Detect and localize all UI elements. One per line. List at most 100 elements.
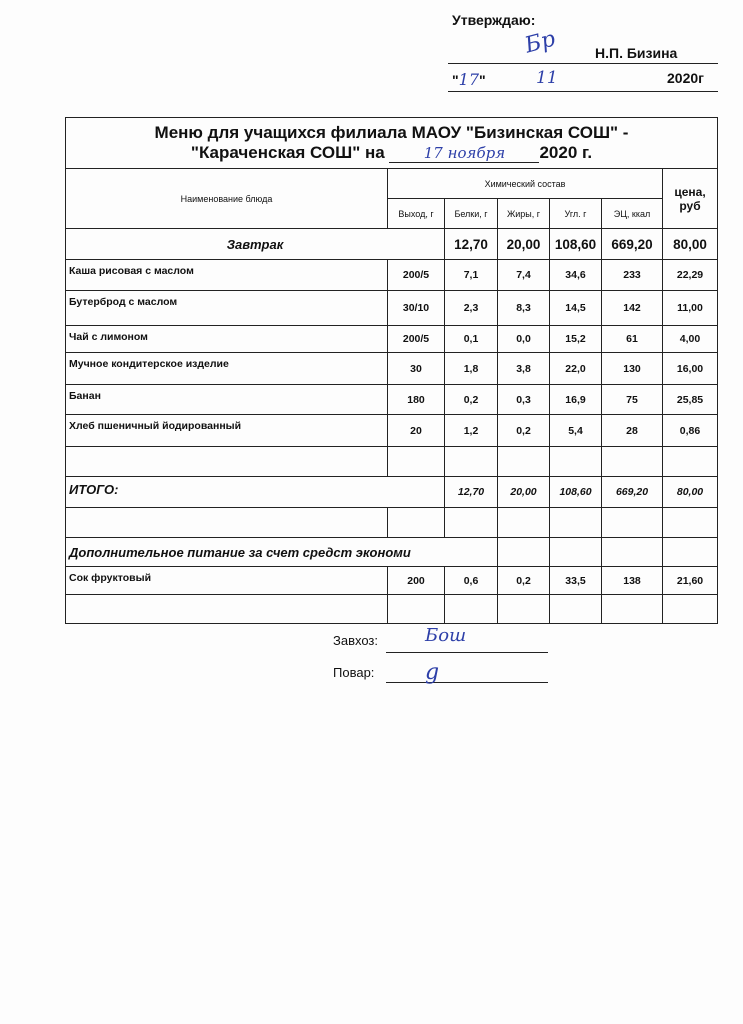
header-yield: Выход, г	[387, 198, 445, 229]
header-price: цена, руб	[661, 168, 719, 229]
cell-energy: 142	[601, 290, 663, 326]
cell: 669,20	[601, 228, 663, 260]
supply-label: Завхоз:	[333, 633, 378, 648]
cell-price: 22,29	[661, 259, 719, 291]
cook-signature: g	[425, 660, 440, 685]
cell-energy: 75	[601, 384, 663, 415]
cell-fat: 0,0	[497, 325, 550, 353]
title-line1: Меню для учащихся филиала МАОУ "Бизинска…	[154, 123, 629, 142]
breakfast-row: Завтрак 12,70 20,00 108,60 669,20 80,00	[65, 228, 719, 260]
cell-protein: 0,1	[444, 325, 498, 353]
cell-fat: 0,2	[497, 414, 550, 447]
cell-price: 0,86	[661, 414, 719, 447]
menu-table: Меню для учащихся филиала МАОУ "Бизинска…	[64, 117, 719, 624]
cell-protein: 2,3	[444, 290, 498, 326]
header-chem: Химический состав	[387, 168, 663, 199]
cell-carbs: 15,2	[549, 325, 602, 353]
cell-protein: 0,6	[444, 566, 498, 595]
cell-yield: 20	[387, 414, 445, 447]
dish-name: Мучное кондитерское изделие	[65, 352, 388, 385]
approval-day: "17"	[452, 70, 486, 89]
dish-name: Чай с лимоном	[65, 325, 388, 353]
month-handwritten: 11	[536, 68, 558, 88]
cell: 20,00	[497, 228, 550, 260]
table-row: Чай с лимоном 200/5 0,1 0,0 15,2 61 4,00	[65, 325, 719, 353]
breakfast-label: Завтрак	[65, 228, 445, 260]
cell-price: 21,60	[661, 566, 719, 595]
cell: 108,60	[549, 476, 602, 508]
table-row: Банан 180 0,2 0,3 16,9 75 25,85	[65, 384, 719, 415]
table-row: Бутерброд с маслом 30/10 2,3 8,3 14,5 142 11,0…	[65, 290, 719, 326]
table-row: Сок фруктовый 200 0,6 0,2 33,5 138 21,60	[65, 566, 719, 595]
table-row: Каша рисовая с маслом 200/5 7,1 7,4 34,6 233 2…	[65, 259, 719, 291]
cell-yield: 200/5	[387, 259, 445, 291]
header-energy: ЭЦ, ккал	[601, 198, 663, 229]
header-protein: Белки, г	[444, 198, 498, 229]
total-row: ИТОГО: 12,70 20,00 108,60 669,20 80,00	[65, 476, 719, 508]
cell-price: 25,85	[661, 384, 719, 415]
cell-yield: 30	[387, 352, 445, 385]
menu-title: Меню для учащихся филиала МАОУ "Бизинска…	[64, 117, 719, 169]
cell-energy: 138	[601, 566, 663, 595]
supply-signature: Бош	[425, 625, 467, 646]
cell-fat: 0,3	[497, 384, 550, 415]
cell: 12,70	[444, 476, 498, 508]
cell-protein: 7,1	[444, 259, 498, 291]
cell-yield: 180	[387, 384, 445, 415]
table-row: Мучное кондитерское изделие 30 1,8 3,8 22,0 1…	[65, 352, 719, 385]
cell-price: 4,00	[661, 325, 719, 353]
cell-protein: 1,8	[444, 352, 498, 385]
dish-name: Бутерброд с маслом	[65, 290, 388, 326]
cell-carbs: 33,5	[549, 566, 602, 595]
cell: 108,60	[549, 228, 602, 260]
cell-fat: 3,8	[497, 352, 550, 385]
cell-yield: 30/10	[387, 290, 445, 326]
cell-price: 16,00	[661, 352, 719, 385]
quote: "	[479, 72, 486, 88]
approval-year: 2020г	[667, 70, 704, 86]
cell-fat: 0,2	[497, 566, 550, 595]
extra-header-row: Дополнительное питание за счет средст эк…	[65, 537, 719, 567]
cell: 80,00	[661, 228, 719, 260]
header-carbs: Угл. г	[549, 198, 602, 229]
cell: 20,00	[497, 476, 550, 508]
approval-label: Утверждаю:	[452, 12, 536, 28]
cell-fat: 7,4	[497, 259, 550, 291]
title-date-handwritten: 17 ноября	[389, 144, 540, 163]
cell-carbs: 22,0	[549, 352, 602, 385]
cell-protein: 1,2	[444, 414, 498, 447]
cell-yield: 200	[387, 566, 445, 595]
cell-carbs: 14,5	[549, 290, 602, 326]
cell-carbs: 5,4	[549, 414, 602, 447]
cook-label: Повар:	[333, 665, 375, 680]
total-label: ИТОГО:	[65, 476, 445, 508]
dish-name: Хлеб пшеничный йодированный	[65, 414, 388, 447]
cell-energy: 28	[601, 414, 663, 447]
cell: 80,00	[661, 476, 719, 508]
cell-energy: 130	[601, 352, 663, 385]
extra-label: Дополнительное питание за счет средст эк…	[65, 537, 498, 567]
cell-energy: 61	[601, 325, 663, 353]
header-fat: Жиры, г	[497, 198, 550, 229]
quote: "	[452, 72, 459, 88]
director-name: Н.П. Бизина	[595, 45, 678, 61]
dish-name: Каша рисовая с маслом	[65, 259, 388, 291]
cell-energy: 233	[601, 259, 663, 291]
dish-name: Банан	[65, 384, 388, 415]
table-row: Хлеб пшеничный йодированный 20 1,2 0,2 5,4 28…	[65, 414, 719, 447]
cell: 669,20	[601, 476, 663, 508]
cell-protein: 0,2	[444, 384, 498, 415]
cell-carbs: 16,9	[549, 384, 602, 415]
cell: 12,70	[444, 228, 498, 260]
cell-carbs: 34,6	[549, 259, 602, 291]
day-handwritten: 17	[458, 70, 479, 89]
cell-fat: 8,3	[497, 290, 550, 326]
title-line2-suffix: 2020 г.	[539, 143, 593, 162]
cell-yield: 200/5	[387, 325, 445, 353]
cell-price: 11,00	[661, 290, 719, 326]
director-signature: Бр	[522, 26, 558, 59]
header-name: Наименование блюда	[65, 168, 388, 229]
title-line2-prefix: "Караченская СОШ" на	[190, 143, 385, 162]
dish-name: Сок фруктовый	[65, 566, 388, 595]
